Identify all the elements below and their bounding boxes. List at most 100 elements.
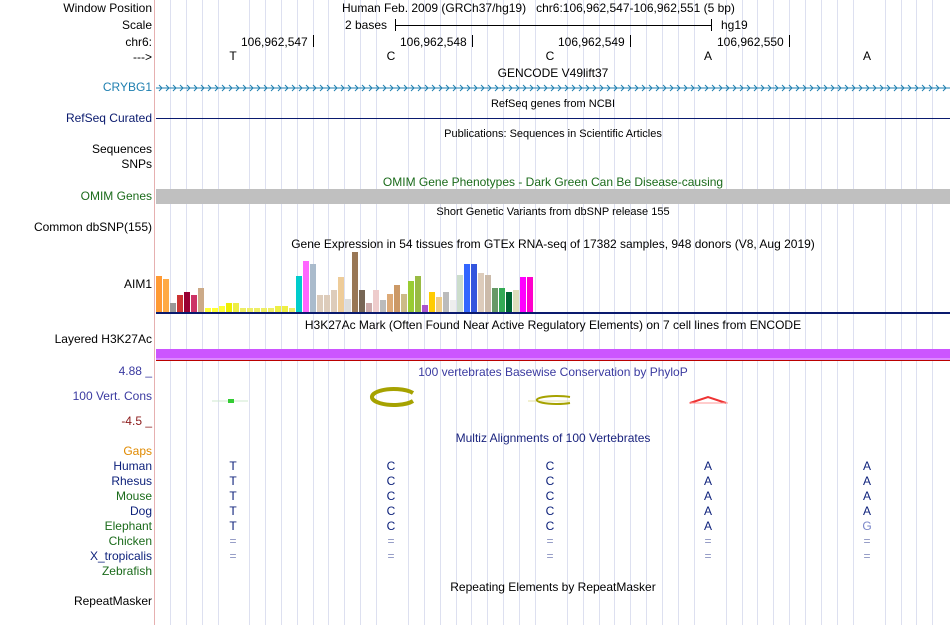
aligned-base: C: [386, 519, 396, 533]
omim-phenotype-bar[interactable]: [156, 189, 950, 204]
strand-chevron: [354, 84, 359, 92]
gtex-tissue-bar[interactable]: [198, 288, 204, 312]
refseq-track-label[interactable]: RefSeq Curated: [65, 111, 152, 125]
strand-chevron: [914, 84, 919, 92]
gtex-tissue-bar[interactable]: [401, 294, 407, 312]
snps-track-label[interactable]: SNPs: [121, 157, 152, 171]
strand-chevron: [536, 84, 541, 92]
gtex-tissue-bar[interactable]: [324, 295, 330, 312]
aligned-base-mismatch: G: [862, 519, 872, 533]
h3k27ac-track-label[interactable]: Layered H3K27Ac: [54, 332, 152, 346]
strand-chevron: [494, 84, 499, 92]
gtex-tissue-bar[interactable]: [352, 252, 358, 312]
reference-base: C: [545, 49, 555, 63]
gtex-tissue-bar[interactable]: [303, 261, 309, 312]
gtex-tissue-bar[interactable]: [289, 308, 295, 312]
gencode-track-label[interactable]: CRYBG1: [102, 80, 152, 94]
gtex-tissue-bar[interactable]: [373, 290, 379, 312]
gtex-tissue-bar[interactable]: [338, 277, 344, 312]
gtex-tissue-bar[interactable]: [205, 308, 211, 312]
gtex-tissue-bar[interactable]: [240, 308, 246, 312]
sequences-track-label[interactable]: Sequences: [91, 142, 152, 156]
gtex-track-label[interactable]: AIM1: [123, 277, 152, 291]
gtex-expression-chart[interactable]: [156, 252, 536, 312]
gtex-tissue-bar[interactable]: [443, 292, 449, 312]
gtex-tissue-bar[interactable]: [478, 273, 484, 312]
ruler-coordinate: 106,962,547: [241, 35, 308, 49]
dbsnp-track-label[interactable]: Common dbSNP(155): [33, 220, 152, 234]
gtex-tissue-bar[interactable]: [170, 303, 176, 312]
aligned-base: A: [703, 519, 712, 533]
gtex-tissue-bar[interactable]: [156, 276, 162, 312]
gtex-tissue-bar[interactable]: [261, 308, 267, 312]
gtex-tissue-bar[interactable]: [464, 264, 470, 312]
gtex-tissue-bar[interactable]: [219, 306, 225, 312]
gtex-tissue-bar[interactable]: [506, 292, 512, 312]
gtex-tissue-bar[interactable]: [317, 295, 323, 312]
gtex-tissue-bar[interactable]: [275, 306, 281, 312]
aligned-gap: =: [387, 534, 395, 548]
gtex-tissue-bar[interactable]: [163, 279, 169, 312]
gtex-tissue-bar[interactable]: [527, 277, 533, 312]
aligned-base: A: [862, 474, 871, 488]
gtex-tissue-bar[interactable]: [296, 276, 302, 312]
gtex-tissue-bar[interactable]: [436, 297, 442, 312]
ruler-tick: [313, 35, 314, 47]
gtex-tissue-bar[interactable]: [380, 300, 386, 312]
reference-base: C: [386, 49, 396, 63]
gtex-tissue-bar[interactable]: [422, 305, 428, 312]
gtex-tissue-bar[interactable]: [492, 288, 498, 312]
gtex-tissue-bar[interactable]: [450, 300, 456, 312]
strand-chevron: [487, 84, 492, 92]
gtex-tissue-bar[interactable]: [394, 285, 400, 312]
strand-chevron: [550, 84, 555, 92]
gtex-tissue-bar[interactable]: [331, 290, 337, 312]
gtex-tissue-bar[interactable]: [415, 276, 421, 312]
gtex-tissue-bar[interactable]: [254, 308, 260, 312]
conservation-track-label[interactable]: 100 Vert. Cons: [72, 389, 152, 403]
strand-chevron: [746, 84, 751, 92]
omim-track-label[interactable]: OMIM Genes: [80, 189, 152, 203]
gaps-label[interactable]: Gaps: [123, 444, 152, 458]
h3k27ac-signal-base: [156, 358, 950, 360]
gtex-tissue-bar[interactable]: [191, 295, 197, 312]
gtex-tissue-bar[interactable]: [359, 290, 365, 312]
strand-chevron: [620, 84, 625, 92]
aligned-base: C: [386, 459, 396, 473]
gtex-tissue-bar[interactable]: [499, 288, 505, 312]
gencode-gene-crybg1[interactable]: [156, 81, 950, 95]
gtex-tissue-bar[interactable]: [513, 290, 519, 312]
conservation-logo-plot[interactable]: [156, 382, 950, 408]
strand-chevron: [452, 84, 457, 92]
repeatmasker-track-label[interactable]: RepeatMasker: [73, 594, 152, 608]
gtex-tissue-bar[interactable]: [366, 303, 372, 312]
gtex-tissue-bar[interactable]: [310, 264, 316, 312]
gtex-tissue-bar[interactable]: [345, 299, 351, 312]
gtex-tissue-bar[interactable]: [184, 292, 190, 312]
strand-chevron: [592, 84, 597, 92]
gtex-track-title: Gene Expression in 54 tissues from GTEx …: [291, 237, 815, 251]
strand-chevron: [774, 84, 779, 92]
gtex-tissue-bar[interactable]: [520, 277, 526, 312]
gtex-tissue-bar[interactable]: [457, 275, 463, 312]
gtex-tissue-bar[interactable]: [233, 303, 239, 312]
strand-chevron: [662, 84, 667, 92]
h3k27ac-baseline: [156, 360, 950, 361]
gtex-tissue-bar[interactable]: [177, 295, 183, 312]
gtex-tissue-bar[interactable]: [471, 264, 477, 312]
gtex-tissue-bar[interactable]: [226, 303, 232, 312]
gtex-tissue-bar[interactable]: [268, 308, 274, 312]
aligned-base: C: [386, 474, 396, 488]
gtex-tissue-bar[interactable]: [408, 281, 414, 312]
gtex-tissue-bar[interactable]: [485, 275, 491, 312]
h3k27ac-signal-bar[interactable]: [156, 349, 950, 358]
gtex-tissue-bar[interactable]: [429, 292, 435, 312]
gtex-tissue-bar[interactable]: [247, 308, 253, 312]
strand-chevron: [718, 84, 723, 92]
species-name: Human: [113, 459, 152, 473]
gtex-tissue-bar[interactable]: [387, 294, 393, 312]
strand-chevron: [186, 84, 191, 92]
gtex-tissue-bar[interactable]: [212, 308, 218, 312]
gtex-tissue-bar[interactable]: [282, 306, 288, 312]
refseq-gene-line[interactable]: [156, 118, 950, 119]
